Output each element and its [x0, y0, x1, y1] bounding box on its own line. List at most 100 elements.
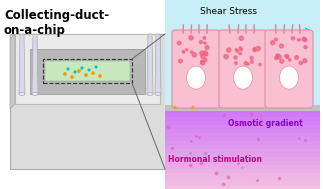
- Circle shape: [286, 56, 289, 58]
- Text: ✦: ✦: [172, 105, 178, 111]
- Circle shape: [99, 75, 101, 77]
- Circle shape: [297, 38, 300, 41]
- Circle shape: [275, 57, 278, 60]
- Polygon shape: [165, 185, 320, 189]
- Circle shape: [256, 46, 260, 51]
- Circle shape: [199, 40, 203, 44]
- Circle shape: [95, 66, 97, 68]
- Polygon shape: [165, 149, 320, 153]
- Circle shape: [234, 62, 237, 64]
- Circle shape: [204, 58, 207, 61]
- Circle shape: [299, 61, 302, 65]
- Polygon shape: [165, 0, 320, 109]
- Ellipse shape: [187, 66, 205, 89]
- Circle shape: [304, 38, 307, 42]
- Circle shape: [78, 70, 80, 72]
- Polygon shape: [165, 141, 320, 145]
- Circle shape: [253, 47, 256, 50]
- Polygon shape: [165, 129, 320, 133]
- Circle shape: [205, 53, 208, 56]
- Circle shape: [279, 44, 283, 48]
- Circle shape: [92, 72, 94, 74]
- FancyBboxPatch shape: [219, 30, 267, 108]
- Polygon shape: [165, 177, 320, 181]
- Circle shape: [259, 63, 261, 66]
- Ellipse shape: [234, 66, 253, 89]
- Circle shape: [250, 60, 253, 63]
- Ellipse shape: [279, 66, 298, 89]
- Circle shape: [244, 62, 248, 65]
- Circle shape: [247, 63, 249, 65]
- Text: Hormonal stimulation: Hormonal stimulation: [168, 154, 262, 163]
- Polygon shape: [165, 109, 320, 113]
- Circle shape: [253, 49, 256, 52]
- Circle shape: [190, 51, 193, 53]
- Polygon shape: [165, 153, 320, 157]
- Circle shape: [201, 60, 203, 63]
- Circle shape: [303, 59, 307, 63]
- Polygon shape: [32, 34, 38, 94]
- Circle shape: [192, 53, 196, 57]
- Circle shape: [239, 53, 241, 55]
- Polygon shape: [165, 137, 320, 141]
- Ellipse shape: [147, 92, 153, 95]
- Circle shape: [285, 54, 288, 58]
- Circle shape: [250, 56, 253, 59]
- Circle shape: [236, 50, 239, 52]
- Circle shape: [288, 59, 291, 61]
- Circle shape: [304, 45, 307, 49]
- Polygon shape: [165, 161, 320, 165]
- Text: Shear Stress: Shear Stress: [200, 6, 257, 15]
- Circle shape: [224, 54, 228, 59]
- Circle shape: [201, 55, 205, 59]
- Polygon shape: [165, 125, 320, 129]
- Circle shape: [204, 42, 206, 44]
- Circle shape: [179, 59, 182, 63]
- Circle shape: [67, 68, 69, 70]
- FancyBboxPatch shape: [265, 30, 313, 108]
- Circle shape: [275, 38, 277, 41]
- Ellipse shape: [19, 92, 25, 95]
- Polygon shape: [155, 34, 161, 94]
- Text: Osmotic gradient: Osmotic gradient: [228, 119, 302, 129]
- Circle shape: [277, 55, 281, 59]
- Circle shape: [271, 41, 275, 45]
- Polygon shape: [165, 169, 320, 173]
- Text: Collecting-duct-
on-a-chip: Collecting-duct- on-a-chip: [4, 9, 109, 37]
- Polygon shape: [30, 49, 145, 94]
- Polygon shape: [165, 157, 320, 161]
- Circle shape: [235, 49, 237, 51]
- Circle shape: [205, 46, 209, 49]
- Text: ✦: ✦: [190, 105, 196, 111]
- Polygon shape: [15, 34, 160, 104]
- Polygon shape: [19, 34, 25, 94]
- Circle shape: [88, 69, 90, 71]
- Polygon shape: [10, 34, 15, 109]
- Polygon shape: [165, 173, 320, 177]
- Circle shape: [240, 49, 243, 51]
- Circle shape: [64, 73, 66, 75]
- Polygon shape: [165, 181, 320, 185]
- Circle shape: [291, 37, 295, 40]
- Circle shape: [201, 60, 205, 65]
- Polygon shape: [165, 133, 320, 137]
- Polygon shape: [165, 121, 320, 125]
- Circle shape: [280, 59, 284, 63]
- Polygon shape: [10, 34, 175, 169]
- Polygon shape: [165, 145, 320, 149]
- Polygon shape: [165, 113, 320, 117]
- Circle shape: [182, 51, 185, 53]
- Circle shape: [295, 56, 298, 59]
- Circle shape: [234, 56, 237, 59]
- Circle shape: [200, 51, 204, 55]
- Circle shape: [276, 54, 279, 58]
- Circle shape: [239, 36, 244, 40]
- Circle shape: [71, 76, 73, 78]
- Circle shape: [74, 71, 76, 73]
- Polygon shape: [165, 165, 320, 169]
- Circle shape: [85, 74, 87, 76]
- Circle shape: [239, 47, 242, 49]
- Circle shape: [203, 36, 206, 39]
- Ellipse shape: [32, 92, 38, 95]
- Circle shape: [81, 67, 83, 69]
